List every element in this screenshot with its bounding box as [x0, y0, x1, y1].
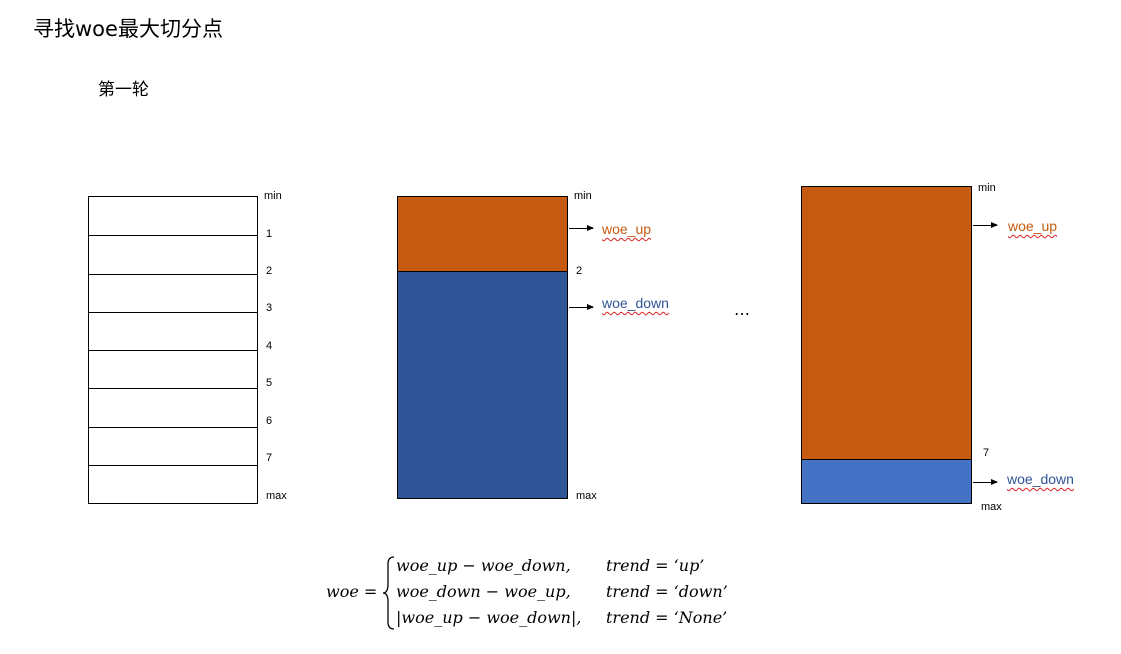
case-condition: trend = ‘up’	[606, 556, 705, 575]
tick-split: 7	[983, 447, 990, 459]
formula-lhs: woe =	[326, 582, 378, 601]
left-brace-icon	[382, 556, 395, 630]
tick-label: 3	[266, 302, 273, 314]
woe-down-label: woe_down	[1007, 471, 1074, 487]
arrow-right-icon	[973, 479, 998, 485]
case-expr: |woe_up − woe_down|,	[396, 608, 582, 627]
page-title: 寻找woe最大切分点	[33, 17, 223, 41]
woe-up-label: woe_up	[1008, 218, 1058, 234]
tick-label: 4	[266, 340, 273, 352]
formula-case: woe_up − woe_down, trend = ‘up’	[396, 554, 704, 578]
woe-up-region	[398, 197, 567, 272]
split-box-first	[397, 196, 568, 499]
case-condition: trend = ‘down’	[606, 582, 728, 601]
bin-cell	[89, 197, 257, 235]
tick-min: min	[574, 190, 592, 202]
tick-max: max	[981, 501, 1002, 513]
woe-up-region	[802, 187, 971, 460]
formula-case: woe_down − woe_up, trend = ‘down’	[396, 580, 728, 604]
tick-min: min	[264, 190, 282, 202]
woe-down-region	[802, 460, 971, 503]
tick-label: 6	[266, 415, 273, 427]
bins-box	[88, 196, 258, 504]
tick-label: 5	[266, 377, 273, 389]
tick-split: 2	[576, 265, 583, 277]
ellipsis: …	[734, 300, 750, 319]
bin-cell	[89, 311, 257, 350]
arrow-right-icon	[569, 304, 594, 310]
tick-min: min	[978, 182, 996, 194]
case-condition: trend = ‘None’	[606, 608, 728, 627]
woe-down-region	[398, 272, 567, 498]
woe-formula: woe = woe_up − woe_down, trend = ‘up’ wo…	[326, 552, 746, 632]
case-expr: woe_down − woe_up,	[396, 582, 571, 601]
tick-label: 2	[266, 265, 273, 277]
woe-down-label: woe_down	[602, 295, 669, 311]
arrow-right-icon	[569, 225, 594, 231]
round-label: 第一轮	[98, 80, 149, 100]
bin-cell	[89, 464, 257, 503]
tick-label: 7	[266, 452, 273, 464]
arrow-right-icon	[973, 222, 998, 228]
bin-cell	[89, 388, 257, 426]
tick-max: max	[266, 490, 287, 502]
tick-label: 1	[266, 228, 273, 240]
bin-cell	[89, 235, 257, 273]
woe-up-label: woe_up	[602, 221, 652, 237]
tick-max: max	[576, 490, 597, 502]
case-expr: woe_up − woe_down,	[396, 556, 571, 575]
bin-cell	[89, 426, 257, 465]
bin-cell	[89, 273, 257, 312]
bin-cell	[89, 350, 257, 388]
formula-case: |woe_up − woe_down|, trend = ‘None’	[396, 606, 727, 630]
split-box-last	[801, 186, 972, 504]
